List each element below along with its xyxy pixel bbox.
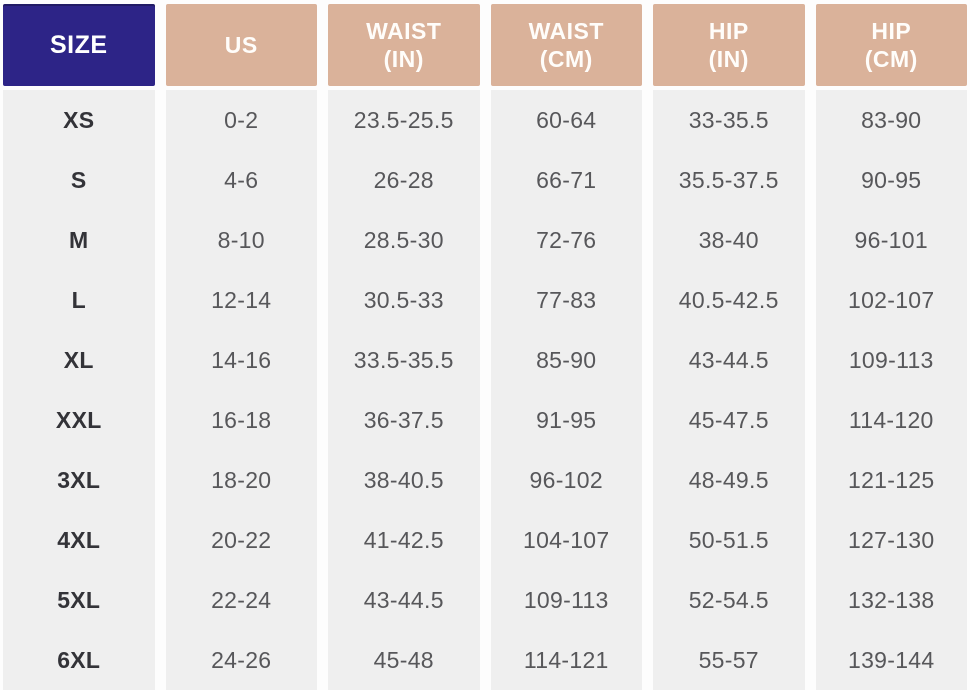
header-waist-in-label: WAIST [366, 17, 442, 44]
cell-us: 16-18 [165, 390, 317, 450]
cell-hip-in: 43-44.5 [653, 330, 805, 390]
cell-hip-cm: 83-90 [815, 90, 967, 150]
cell-waist-in: 36-37.5 [328, 390, 480, 450]
cell-hip-cm: 139-144 [815, 630, 967, 690]
cell-us: 0-2 [165, 90, 317, 150]
cell-waist-in: 38-40.5 [328, 450, 480, 510]
table-header-row: SIZE US WAIST (IN) WAIST (CM) HIP (IN) H… [3, 4, 967, 86]
header-hip-in-label: HIP [708, 17, 749, 44]
cell-hip-cm: 121-125 [815, 450, 967, 510]
cell-us: 8-10 [165, 210, 317, 270]
cell-waist-cm: 66-71 [490, 150, 642, 210]
header-us-label: US [224, 31, 258, 58]
cell-waist-in: 43-44.5 [328, 570, 480, 630]
header-waist-cm: WAIST (CM) [490, 4, 642, 86]
cell-waist-in: 45-48 [328, 630, 480, 690]
cell-us: 4-6 [165, 150, 317, 210]
row-size-label: XL [3, 330, 155, 390]
cell-waist-cm: 60-64 [490, 90, 642, 150]
cell-hip-in: 40.5-42.5 [653, 270, 805, 330]
cell-waist-cm: 104-107 [490, 510, 642, 570]
cell-waist-in: 41-42.5 [328, 510, 480, 570]
row-size-label: 4XL [3, 510, 155, 570]
cell-us: 24-26 [165, 630, 317, 690]
row-size-label: 6XL [3, 630, 155, 690]
cell-hip-cm: 127-130 [815, 510, 967, 570]
header-hip-cm-label: HIP [871, 17, 912, 44]
cell-waist-in: 28.5-30 [328, 210, 480, 270]
row-size-label: XS [3, 90, 155, 150]
header-hip-in: HIP (IN) [653, 4, 805, 86]
cell-waist-cm: 72-76 [490, 210, 642, 270]
cell-waist-in: 26-28 [328, 150, 480, 210]
cell-us: 20-22 [165, 510, 317, 570]
cell-us: 22-24 [165, 570, 317, 630]
header-us: US [165, 4, 317, 86]
row-size-label: 5XL [3, 570, 155, 630]
row-size-label: 3XL [3, 450, 155, 510]
cell-hip-in: 50-51.5 [653, 510, 805, 570]
header-hip-in-unit: (IN) [708, 46, 749, 72]
cell-waist-in: 33.5-35.5 [328, 330, 480, 390]
header-size: SIZE [3, 4, 155, 86]
cell-hip-cm: 90-95 [815, 150, 967, 210]
header-waist-in: WAIST (IN) [328, 4, 480, 86]
cell-us: 12-14 [165, 270, 317, 330]
cell-hip-in: 48-49.5 [653, 450, 805, 510]
cell-waist-cm: 114-121 [490, 630, 642, 690]
cell-hip-in: 52-54.5 [653, 570, 805, 630]
cell-waist-cm: 109-113 [490, 570, 642, 630]
header-waist-cm-unit: (CM) [539, 46, 593, 72]
cell-hip-cm: 114-120 [815, 390, 967, 450]
header-hip-cm: HIP (CM) [815, 4, 967, 86]
row-size-label: L [3, 270, 155, 330]
cell-hip-cm: 96-101 [815, 210, 967, 270]
cell-us: 18-20 [165, 450, 317, 510]
cell-waist-cm: 77-83 [490, 270, 642, 330]
cell-waist-in: 30.5-33 [328, 270, 480, 330]
header-waist-cm-label: WAIST [528, 17, 604, 44]
header-waist-in-unit: (IN) [383, 46, 424, 72]
cell-waist-cm: 96-102 [490, 450, 642, 510]
cell-waist-cm: 91-95 [490, 390, 642, 450]
cell-hip-in: 35.5-37.5 [653, 150, 805, 210]
header-hip-cm-unit: (CM) [864, 46, 918, 72]
header-size-label: SIZE [49, 30, 108, 59]
cell-waist-cm: 85-90 [490, 330, 642, 390]
row-size-label: XXL [3, 390, 155, 450]
row-size-label: S [3, 150, 155, 210]
cell-hip-in: 38-40 [653, 210, 805, 270]
cell-hip-in: 55-57 [653, 630, 805, 690]
cell-hip-cm: 102-107 [815, 270, 967, 330]
cell-waist-in: 23.5-25.5 [328, 90, 480, 150]
cell-us: 14-16 [165, 330, 317, 390]
cell-hip-cm: 132-138 [815, 570, 967, 630]
cell-hip-in: 33-35.5 [653, 90, 805, 150]
row-size-label: M [3, 210, 155, 270]
table-body: XS 0-2 23.5-25.5 60-64 33-35.5 83-90 S 4-6 26-28… [3, 90, 967, 690]
cell-hip-in: 45-47.5 [653, 390, 805, 450]
cell-hip-cm: 109-113 [815, 330, 967, 390]
